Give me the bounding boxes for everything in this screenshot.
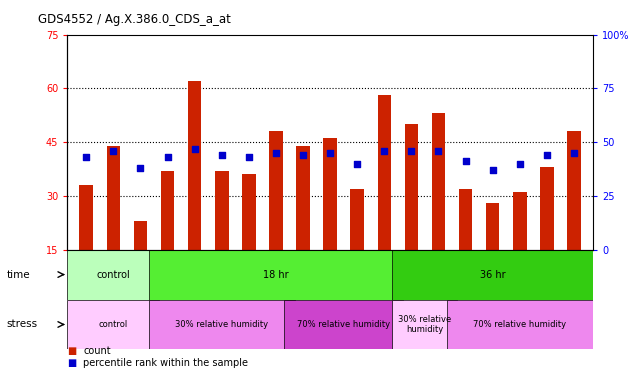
Bar <box>459 189 472 250</box>
Text: 70% relative humidity: 70% relative humidity <box>297 320 390 329</box>
Text: percentile rank within the sample: percentile rank within the sample <box>83 358 248 368</box>
Text: 18 hr: 18 hr <box>263 270 288 280</box>
Point <box>542 152 552 158</box>
Point <box>515 161 525 167</box>
Bar <box>392 250 593 300</box>
Point <box>379 147 390 154</box>
Text: 70% relative humidity: 70% relative humidity <box>473 320 567 329</box>
Point <box>244 154 254 160</box>
Text: 30% relative
humidity: 30% relative humidity <box>398 315 451 334</box>
Bar <box>296 146 310 250</box>
Bar <box>134 221 147 250</box>
Text: 36 hr: 36 hr <box>480 270 506 280</box>
Bar <box>432 113 445 250</box>
Bar <box>215 171 228 250</box>
Text: GDS4552 / Ag.X.386.0_CDS_a_at: GDS4552 / Ag.X.386.0_CDS_a_at <box>38 13 231 26</box>
Bar <box>378 96 391 250</box>
Point <box>217 152 227 158</box>
Bar <box>540 167 554 250</box>
Bar <box>67 250 593 384</box>
Text: ■: ■ <box>67 346 76 356</box>
Bar <box>67 300 160 349</box>
Point <box>325 150 335 156</box>
Bar <box>106 146 120 250</box>
Bar <box>269 131 283 250</box>
Bar <box>161 171 174 250</box>
Point <box>406 147 417 154</box>
Bar <box>188 81 201 250</box>
Point <box>162 154 172 160</box>
Point <box>433 147 444 154</box>
Point <box>460 158 470 164</box>
Point <box>488 167 498 173</box>
Bar <box>392 300 458 349</box>
Bar <box>513 192 526 250</box>
Text: control: control <box>99 320 128 329</box>
Bar <box>567 131 581 250</box>
Point <box>81 154 92 160</box>
Bar <box>404 124 418 250</box>
Text: 30% relative humidity: 30% relative humidity <box>175 320 269 329</box>
Point <box>190 146 200 152</box>
Bar <box>67 250 160 300</box>
Point <box>135 165 146 171</box>
Bar <box>486 203 499 250</box>
Bar <box>79 185 93 250</box>
Text: count: count <box>83 346 111 356</box>
Point <box>569 150 579 156</box>
Point <box>271 150 281 156</box>
Point <box>352 161 362 167</box>
Bar <box>242 174 256 250</box>
Text: control: control <box>97 270 130 280</box>
Text: time: time <box>6 270 30 280</box>
Bar <box>323 139 337 250</box>
Bar <box>447 300 593 349</box>
Text: stress: stress <box>6 319 38 329</box>
Text: ■: ■ <box>67 358 76 368</box>
Point <box>298 152 308 158</box>
Bar <box>351 189 364 250</box>
Bar <box>149 250 403 300</box>
Bar <box>149 300 295 349</box>
Point <box>108 147 119 154</box>
Bar <box>284 300 403 349</box>
